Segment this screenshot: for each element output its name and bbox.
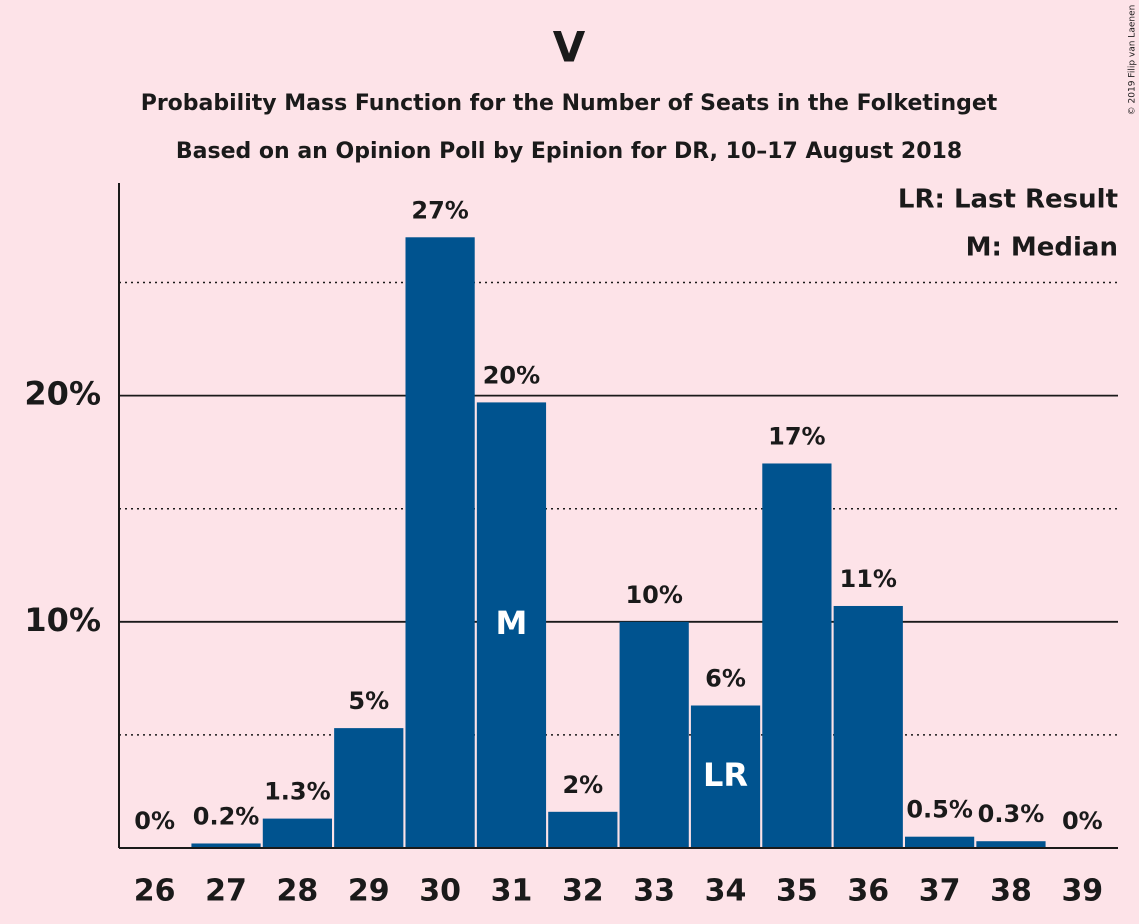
- value-label: 11%: [840, 565, 897, 593]
- bar: [334, 728, 404, 848]
- bar: [405, 237, 475, 849]
- bar: [833, 605, 903, 848]
- value-label: 5%: [348, 687, 389, 715]
- x-tick-label: 33: [633, 874, 675, 909]
- copyright: © 2019 Filip van Laenen: [1128, 5, 1138, 116]
- bar: [904, 836, 975, 848]
- x-tick-label: 28: [277, 874, 319, 909]
- x-tick-label: 29: [348, 874, 390, 909]
- value-label: 0.5%: [906, 796, 973, 824]
- value-label: 1.3%: [264, 778, 331, 806]
- value-label: 10%: [625, 581, 682, 609]
- value-label: 2%: [562, 771, 603, 799]
- x-tick-label: 30: [419, 874, 461, 909]
- value-label: 20%: [483, 361, 540, 389]
- bar-annotation: LR: [703, 756, 748, 794]
- legend-entry: LR: Last Result: [898, 185, 1118, 215]
- bar: [262, 818, 333, 848]
- x-tick-label: 39: [1061, 874, 1103, 909]
- x-tick-label: 34: [705, 874, 747, 909]
- value-label: 0%: [1062, 807, 1103, 835]
- chart-subtitle: Probability Mass Function for the Number…: [141, 91, 998, 116]
- x-tick-label: 37: [919, 874, 961, 909]
- chart-subtitle: Based on an Opinion Poll by Epinion for …: [176, 139, 962, 164]
- value-label: 0%: [134, 807, 175, 835]
- y-tick-label: 20%: [24, 375, 101, 413]
- legend-entry: M: Median: [966, 233, 1118, 263]
- x-tick-label: 27: [205, 874, 247, 909]
- x-tick-label: 26: [134, 874, 176, 909]
- value-label: 0.2%: [193, 802, 260, 830]
- value-label: 17%: [768, 422, 825, 450]
- bar-annotation: M: [496, 604, 528, 642]
- bar: [476, 402, 547, 848]
- value-label: 27%: [411, 196, 468, 224]
- x-tick-label: 32: [562, 874, 604, 909]
- x-tick-label: 35: [776, 874, 818, 909]
- bar: [976, 841, 1046, 848]
- chart-title: V: [553, 23, 586, 72]
- value-label: 6%: [705, 665, 746, 693]
- x-tick-label: 36: [847, 874, 889, 909]
- bar: [548, 811, 618, 848]
- bar: [690, 705, 761, 848]
- x-tick-label: 31: [491, 874, 533, 909]
- x-tick-label: 38: [990, 874, 1032, 909]
- bar: [191, 843, 261, 848]
- value-label: 0.3%: [978, 800, 1045, 828]
- bar: [762, 463, 832, 848]
- y-tick-label: 10%: [24, 601, 101, 639]
- bar: [619, 621, 689, 848]
